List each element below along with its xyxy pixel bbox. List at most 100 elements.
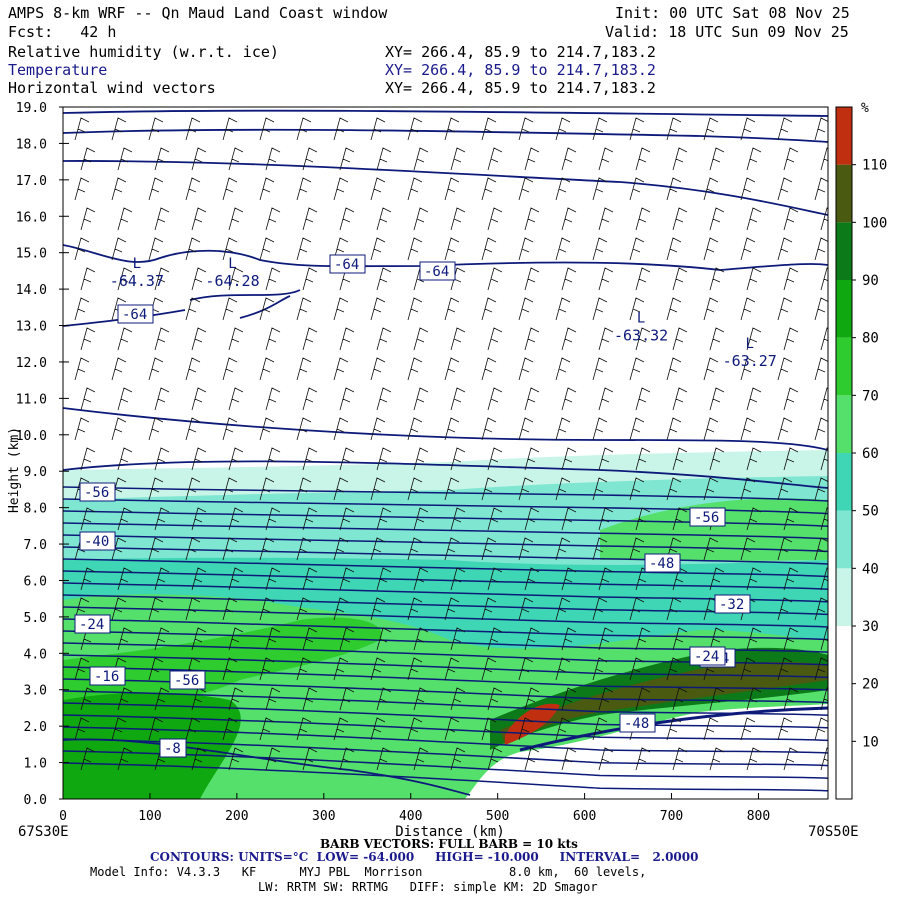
- y-tick-label: 18.0: [16, 137, 47, 152]
- colorbar-tick-label: 60: [862, 446, 879, 462]
- y-tick-label: 7.0: [24, 538, 47, 553]
- colorbar-tick-label: 10: [862, 734, 879, 750]
- contour-label-box: [169, 670, 206, 690]
- contour-label: -48: [624, 716, 649, 732]
- y-axis-label: Height (km): [7, 427, 22, 513]
- plot-frame: [62, 106, 829, 800]
- low-marker: L: [637, 310, 645, 326]
- field-wind-label: Horizontal wind vectors: [8, 79, 216, 97]
- forecast-hour: Fcst: 42 h: [8, 23, 117, 41]
- contour-label: -64: [122, 307, 147, 323]
- contour-label-box: [714, 594, 751, 614]
- low-value: -64.28: [205, 272, 259, 290]
- xy-range-2: XY= 266.4, 85.9 to 214.7,183.2: [385, 61, 656, 79]
- rh-band-100: [500, 661, 828, 745]
- y-tick-label: 3.0: [24, 684, 47, 699]
- left-endpoint: 67S30E: [18, 824, 69, 840]
- contour-label-box: [159, 738, 187, 758]
- y-tick-label: 13.0: [16, 320, 47, 335]
- y-tick-label: 12.0: [16, 356, 47, 371]
- barb-legend: BARB VECTORS: FULL BARB = 10 kts: [320, 837, 578, 851]
- temperature-contour: [63, 666, 828, 691]
- contour-legend: CONTOURS: UNITS=°C LOW= -64.000 HIGH= -1…: [150, 850, 699, 864]
- y-tick-label: 8.0: [24, 502, 47, 517]
- x-tick-label: 500: [486, 809, 509, 824]
- contour-label-box: [74, 614, 111, 634]
- temperature-contour: [63, 654, 828, 679]
- colorbar-swatch: [836, 741, 852, 799]
- low-value: -63.32: [614, 326, 668, 344]
- colorbar-tick-label: 110: [862, 158, 887, 174]
- contour-label: -56: [84, 485, 109, 501]
- model-info-1: Model Info: V4.3.3 KF MYJ PBL Morrison 8…: [90, 865, 647, 879]
- contour-label: -24: [694, 649, 719, 665]
- colorbar-swatch: [836, 683, 852, 742]
- y-tick-label: 1.0: [24, 757, 47, 772]
- y-tick-label: 17.0: [16, 174, 47, 189]
- xy-range-1: XY= 266.4, 85.9 to 214.7,183.2: [385, 43, 656, 61]
- temperature-extrema: L-64.37L-64.28L-63.32 L-63.27: [110, 256, 777, 370]
- colorbar: 10 20 30 40 50 60 70 80 90 100 110: [835, 106, 887, 800]
- contour-label: -24: [79, 617, 104, 633]
- contour-label-box: [644, 553, 681, 573]
- low-marker: L: [746, 336, 754, 352]
- colorbar-tick-label: 80: [862, 331, 879, 347]
- x-tick-label: 700: [660, 809, 683, 824]
- x-axis: 0 100 200 300 400 500 600 700 800: [59, 793, 770, 824]
- colorbar-swatch: [836, 626, 852, 684]
- y-tick-label: 15.0: [16, 247, 47, 262]
- colorbar-swatch: [836, 568, 852, 626]
- chart-title: AMPS 8-km WRF -- Qn Maud Land Coast wind…: [8, 4, 388, 22]
- field-rh-label: Relative humidity (w.r.t. ice): [8, 43, 279, 61]
- contour-label: -16: [94, 669, 119, 685]
- contour-label-box: [79, 531, 116, 551]
- contour-label-box: [619, 713, 656, 733]
- temperature-contour: [63, 690, 828, 716]
- temperature-contour: [63, 678, 828, 704]
- temperature-contour: [63, 714, 828, 742]
- y-tick-label: 0.0: [24, 793, 47, 808]
- temperature-contour: [63, 486, 828, 502]
- contour-label: -64: [334, 257, 359, 273]
- y-tick-label: 5.0: [24, 611, 47, 626]
- colorbar-swatch: [836, 222, 852, 280]
- y-tick-label: 10.0: [16, 429, 47, 444]
- temperature-contour: [63, 762, 828, 792]
- temperature-contour: [63, 510, 828, 527]
- y-tick-label: 14.0: [16, 283, 47, 298]
- temperature-contour: [63, 582, 828, 603]
- model-info-2: LW: RRTM SW: RRTMG DIFF: simple KM: 2D S…: [258, 880, 598, 894]
- low-value: -63.27: [723, 352, 777, 370]
- temperature-contour: [63, 738, 828, 767]
- x-axis-label: Distance (km): [395, 824, 505, 840]
- field-temp-label: Temperature: [8, 61, 108, 79]
- temperature-contours: [63, 109, 828, 796]
- temperature-contour: [63, 498, 828, 515]
- contour-label: -8: [164, 741, 181, 757]
- init-time: Init: 00 UTC Sat 08 Nov 25: [615, 4, 850, 22]
- temperature-contour: [63, 522, 828, 540]
- colorbar-swatch: [836, 280, 852, 338]
- right-endpoint: 70S50E: [808, 824, 859, 840]
- contour-label-box: [117, 304, 154, 324]
- contour-label-box: [89, 666, 126, 686]
- temperature-contour: [63, 160, 828, 216]
- terrain: [465, 704, 828, 799]
- colorbar-tick-label: 90: [862, 273, 879, 289]
- y-tick-label: 6.0: [24, 574, 47, 589]
- contour-label: -48: [649, 556, 674, 572]
- temperature-contour: [63, 546, 828, 565]
- colorbar-swatch: [836, 107, 852, 165]
- rh-band-110: [505, 703, 560, 745]
- temperature-contour: [63, 534, 828, 553]
- x-tick-label: 800: [747, 809, 770, 824]
- contour-label-box: [689, 507, 726, 527]
- temperature-contour: [63, 460, 828, 489]
- colorbar-tick-label: 30: [862, 619, 879, 635]
- contour-label: -56: [694, 510, 719, 526]
- y-tick-label: 9.0: [24, 465, 47, 480]
- temperature-contour: [63, 738, 471, 796]
- temperature-contour: [63, 594, 828, 616]
- low-marker: L: [133, 256, 141, 272]
- colorbar-unit: %: [861, 101, 869, 116]
